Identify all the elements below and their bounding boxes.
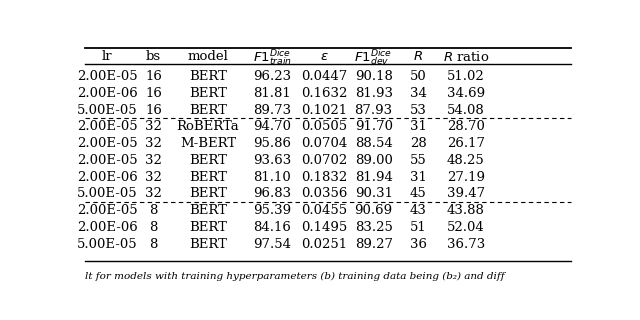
Text: 95.86: 95.86: [253, 137, 291, 150]
Text: 0.0455: 0.0455: [301, 204, 347, 217]
Text: 2.00E-06: 2.00E-06: [77, 171, 138, 184]
Text: 2.00E-05: 2.00E-05: [77, 70, 138, 83]
Text: 89.00: 89.00: [355, 154, 392, 167]
Text: 83.25: 83.25: [355, 221, 392, 234]
Text: 34.69: 34.69: [447, 87, 485, 100]
Text: 90.31: 90.31: [355, 188, 392, 200]
Text: 31: 31: [410, 120, 427, 133]
Text: BERT: BERT: [189, 188, 227, 200]
Text: BERT: BERT: [189, 171, 227, 184]
Text: 87.93: 87.93: [355, 104, 393, 116]
Text: RoBERTa: RoBERTa: [177, 120, 239, 133]
Text: 36.73: 36.73: [447, 238, 485, 251]
Text: 28.70: 28.70: [447, 120, 485, 133]
Text: 51: 51: [410, 221, 427, 234]
Text: 95.39: 95.39: [253, 204, 291, 217]
Text: 27.19: 27.19: [447, 171, 485, 184]
Text: 81.94: 81.94: [355, 171, 392, 184]
Text: 26.17: 26.17: [447, 137, 485, 150]
Text: 81.10: 81.10: [253, 171, 291, 184]
Text: 2.00E-05: 2.00E-05: [77, 154, 138, 167]
Text: BERT: BERT: [189, 221, 227, 234]
Text: 91.70: 91.70: [355, 120, 392, 133]
Text: 96.23: 96.23: [253, 70, 291, 83]
Text: BERT: BERT: [189, 238, 227, 251]
Text: 32: 32: [145, 171, 162, 184]
Text: 93.63: 93.63: [253, 154, 292, 167]
Text: 0.0505: 0.0505: [301, 120, 347, 133]
Text: $F1^{Dice}_{dev}$: $F1^{Dice}_{dev}$: [355, 47, 393, 67]
Text: 32: 32: [145, 120, 162, 133]
Text: 0.0251: 0.0251: [301, 238, 347, 251]
Text: 81.81: 81.81: [253, 87, 291, 100]
Text: 52.04: 52.04: [447, 221, 484, 234]
Text: 5.00E-05: 5.00E-05: [77, 104, 138, 116]
Text: $F1^{Dice}_{train}$: $F1^{Dice}_{train}$: [253, 47, 292, 67]
Text: $R$: $R$: [413, 50, 423, 63]
Text: 16: 16: [145, 70, 162, 83]
Text: 50: 50: [410, 70, 427, 83]
Text: BERT: BERT: [189, 104, 227, 116]
Text: 84.16: 84.16: [253, 221, 291, 234]
Text: 32: 32: [145, 137, 162, 150]
Text: 54.08: 54.08: [447, 104, 484, 116]
Text: 81.93: 81.93: [355, 87, 392, 100]
Text: 89.27: 89.27: [355, 238, 392, 251]
Text: 28: 28: [410, 137, 427, 150]
Text: 97.54: 97.54: [253, 238, 291, 251]
Text: 0.1495: 0.1495: [301, 221, 347, 234]
Text: $R$ ratio: $R$ ratio: [443, 50, 489, 64]
Text: lt for models with training hyperparameters (b) training data being (b₂) and dif: lt for models with training hyperparamet…: [85, 272, 504, 281]
Text: 5.00E-05: 5.00E-05: [77, 188, 138, 200]
Text: 2.00E-06: 2.00E-06: [77, 87, 138, 100]
Text: 55: 55: [410, 154, 427, 167]
Text: 43.88: 43.88: [447, 204, 485, 217]
Text: 0.1632: 0.1632: [301, 87, 348, 100]
Text: 8: 8: [149, 204, 157, 217]
Text: 0.1832: 0.1832: [301, 171, 347, 184]
Text: 0.1021: 0.1021: [301, 104, 347, 116]
Text: 48.25: 48.25: [447, 154, 484, 167]
Text: 43: 43: [410, 204, 427, 217]
Text: model: model: [188, 50, 228, 63]
Text: 0.0704: 0.0704: [301, 137, 347, 150]
Text: 32: 32: [145, 154, 162, 167]
Text: 5.00E-05: 5.00E-05: [77, 238, 138, 251]
Text: 94.70: 94.70: [253, 120, 291, 133]
Text: 90.18: 90.18: [355, 70, 392, 83]
Text: BERT: BERT: [189, 204, 227, 217]
Text: 8: 8: [149, 221, 157, 234]
Text: 39.47: 39.47: [447, 188, 485, 200]
Text: 45: 45: [410, 188, 427, 200]
Text: 0.0702: 0.0702: [301, 154, 347, 167]
Text: 36: 36: [410, 238, 427, 251]
Text: 2.00E-05: 2.00E-05: [77, 120, 138, 133]
Text: 89.73: 89.73: [253, 104, 291, 116]
Text: bs: bs: [146, 50, 161, 63]
Text: 96.83: 96.83: [253, 188, 291, 200]
Text: 16: 16: [145, 87, 162, 100]
Text: 53: 53: [410, 104, 427, 116]
Text: 32: 32: [145, 188, 162, 200]
Text: lr: lr: [102, 50, 113, 63]
Text: 34: 34: [410, 87, 427, 100]
Text: 8: 8: [149, 238, 157, 251]
Text: 0.0447: 0.0447: [301, 70, 347, 83]
Text: 51.02: 51.02: [447, 70, 484, 83]
Text: 90.69: 90.69: [355, 204, 393, 217]
Text: 0.0356: 0.0356: [301, 188, 348, 200]
Text: 2.00E-05: 2.00E-05: [77, 204, 138, 217]
Text: $\epsilon$: $\epsilon$: [320, 50, 328, 63]
Text: 2.00E-06: 2.00E-06: [77, 221, 138, 234]
Text: 2.00E-05: 2.00E-05: [77, 137, 138, 150]
Text: BERT: BERT: [189, 70, 227, 83]
Text: BERT: BERT: [189, 87, 227, 100]
Text: M-BERT: M-BERT: [180, 137, 236, 150]
Text: 88.54: 88.54: [355, 137, 392, 150]
Text: 31: 31: [410, 171, 427, 184]
Text: 16: 16: [145, 104, 162, 116]
Text: BERT: BERT: [189, 154, 227, 167]
